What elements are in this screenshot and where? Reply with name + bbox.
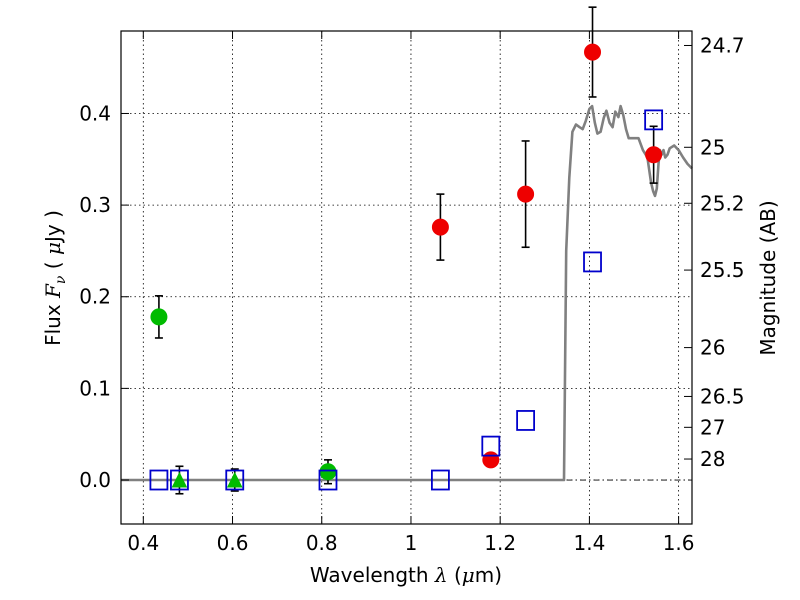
- y-tick-label: 0.2: [79, 285, 111, 309]
- mag-tick-label: 25: [700, 135, 725, 159]
- x-tick-label: 0.4: [127, 531, 159, 555]
- plot-background: [121, 31, 692, 524]
- model-point: [583, 251, 602, 273]
- mag-tick-label: 26.5: [700, 384, 745, 408]
- x-axis-title: Wavelength λ (μm): [310, 563, 502, 587]
- x-tick-label: 0.8: [306, 531, 338, 555]
- model-point: [225, 469, 245, 491]
- y-tick-label: 0.3: [79, 193, 111, 217]
- x-tick-label: 0.6: [217, 531, 249, 555]
- y-tick-label: 0.1: [79, 376, 111, 400]
- model-point: [516, 410, 536, 431]
- model-point: [170, 469, 189, 491]
- data-point: [517, 185, 535, 203]
- mag-tick-label: 25.5: [700, 258, 745, 282]
- model-point: [318, 469, 338, 491]
- mag-tick-label: 27: [700, 415, 725, 439]
- model-point: [644, 109, 664, 131]
- mag-tick-label: 24.7: [700, 33, 745, 57]
- model-point: [149, 469, 169, 491]
- model-spectrum-line: [121, 104, 693, 482]
- markers: [149, 43, 664, 491]
- y-axis-title: Flux Fν ( μJy ): [41, 210, 69, 346]
- model-point: [431, 469, 450, 491]
- x-tick-label: 1: [405, 531, 418, 555]
- y-tick-label: 0.4: [79, 101, 111, 125]
- x-tick-label: 1.2: [484, 531, 516, 555]
- y-axis-right-title: Magnitude (AB): [756, 200, 780, 355]
- upper-limit-point: [171, 471, 188, 488]
- data-point: [584, 43, 602, 61]
- mag-tick-label: 25.2: [700, 191, 745, 215]
- data-point: [431, 218, 449, 236]
- ticks: 0.4 0.6 0.8 1 1.2 1.4 1.6 0.0 0.1 0.2 0.3 0.4 24.7 25…: [79, 31, 745, 555]
- upper-limit-point: [226, 471, 243, 488]
- data-point: [482, 451, 500, 469]
- x-tick-label: 1.4: [573, 531, 605, 555]
- model-spectrum: [121, 104, 693, 482]
- data-point: [319, 463, 337, 481]
- data-point: [150, 308, 168, 326]
- mag-tick-label: 28: [700, 447, 725, 471]
- mag-tick-label: 26: [700, 336, 725, 360]
- x-tick-label: 1.6: [663, 531, 695, 555]
- model-point: [481, 435, 501, 457]
- data-point: [645, 146, 663, 164]
- plot-frame: [120, 30, 693, 525]
- y-tick-label: 0.0: [79, 468, 111, 492]
